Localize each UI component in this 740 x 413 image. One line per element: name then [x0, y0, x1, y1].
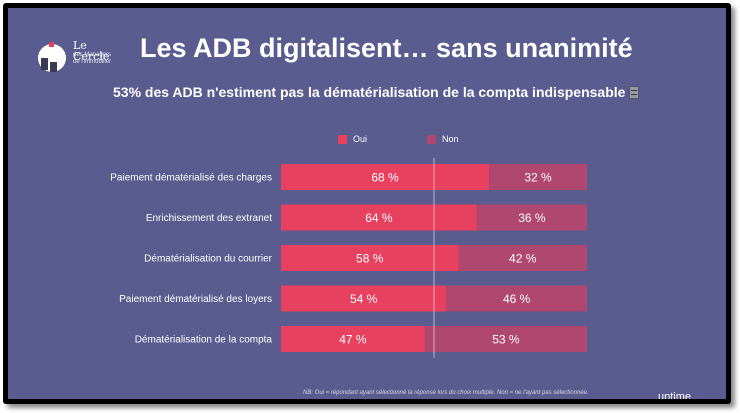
logo-mark-icon [38, 42, 66, 72]
stacked-bar-chart: Paiement dématérialisé des charges 68 % 32… [110, 158, 587, 358]
file-cabinet-icon [629, 86, 640, 99]
subtitle-text: 53% des ADB n'estiment pas la dématérial… [113, 84, 626, 100]
category-label: Paiement dématérialisé des loyers [119, 294, 272, 305]
chart-legend: Oui Non [338, 134, 459, 144]
slide-title: Les ADB digitalisent… sans unanimité [140, 33, 633, 63]
logo-name: Le Cercle [73, 39, 110, 63]
bar-non [458, 245, 587, 271]
legend-swatch-non [427, 134, 437, 144]
legend-swatch-oui [338, 134, 347, 144]
category-label: Dématérialisation du courrier [144, 254, 273, 265]
bar-oui [281, 326, 425, 352]
bar-non [446, 285, 587, 312]
data-label-non: 46 % [503, 292, 531, 306]
legend-label-non: Non [442, 134, 459, 144]
legend-item-oui: Oui [338, 134, 367, 144]
data-label-oui: 68 % [371, 171, 399, 185]
bar-non [489, 164, 587, 190]
bar-non [476, 204, 587, 231]
logo-subtitle: des Managers de l'immobilier [73, 52, 111, 66]
legend-label-oui: Oui [353, 134, 368, 144]
data-label-oui: 47 % [339, 333, 367, 347]
bar-oui [281, 204, 477, 231]
footnote: NB: Oui = répondant ayant sélectionné la… [303, 390, 589, 396]
category-label: Enrichissement des extranet [146, 213, 272, 224]
data-label-oui: 64 % [365, 211, 393, 225]
logo: Le Cercle des Managers de l'immobilier [35, 38, 125, 83]
data-label-non: 32 % [524, 171, 552, 185]
bar-oui [281, 245, 459, 271]
slide: Le Cercle des Managers de l'immobilier L… [8, 8, 726, 399]
brand-uptime: uptime [658, 391, 692, 399]
bar-oui [281, 164, 490, 190]
logo-sub-line: de l'immobilier [73, 59, 112, 65]
data-label-non: 36 % [518, 211, 546, 225]
logo-sub-line: des Managers [73, 52, 112, 58]
category-label: Dématérialisation de la compta [135, 335, 273, 346]
data-label-oui: 54 % [350, 292, 378, 306]
data-label-non: 53 % [492, 333, 520, 347]
bar-oui [281, 285, 447, 312]
category-label: Paiement dématérialisé des charges [110, 173, 272, 184]
legend-item-non: Non [427, 134, 459, 144]
data-label-oui: 58 % [356, 252, 384, 266]
data-label-non: 42 % [509, 252, 537, 266]
slide-frame: Le Cercle des Managers de l'immobilier L… [3, 3, 731, 404]
slide-subtitle: 53% des ADB n'estiment pas la dématérial… [113, 84, 640, 100]
bar-non [424, 326, 587, 352]
